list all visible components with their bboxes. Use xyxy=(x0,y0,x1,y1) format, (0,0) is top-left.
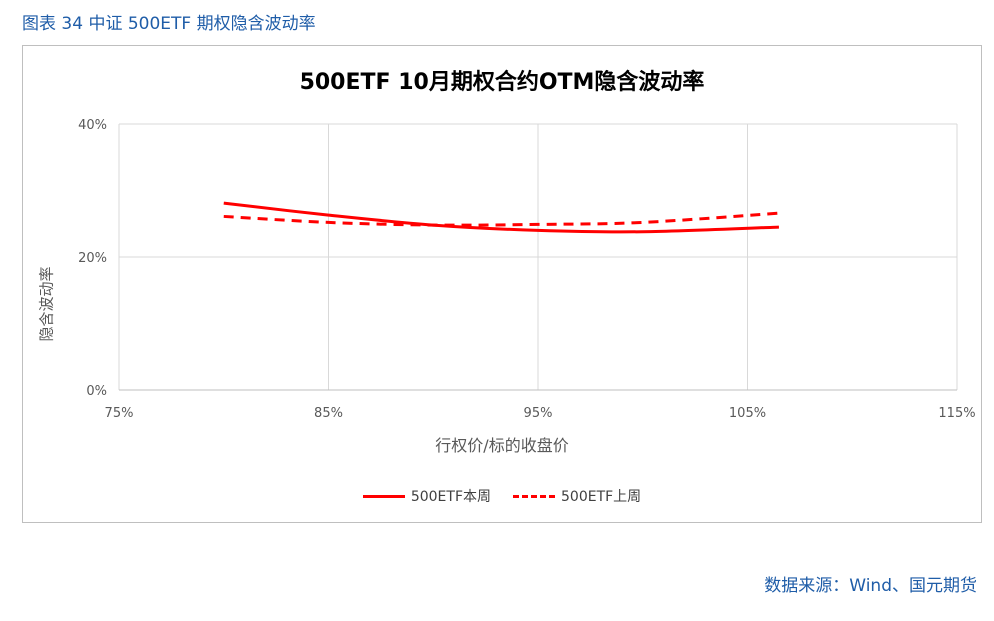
legend-label-last-week: 500ETF上周 xyxy=(561,489,642,505)
x-tick-label: 75% xyxy=(105,406,134,421)
legend-swatch-solid xyxy=(362,494,405,498)
figure-caption: 图表 34 中证 500ETF 期权隐含波动率 xyxy=(22,14,316,34)
y-tick-label: 0% xyxy=(86,384,107,399)
x-tick-label: 95% xyxy=(524,406,553,421)
y-axis-label: 隐含波动率 xyxy=(37,266,56,342)
chart-title: 500ETF 10月期权合约OTM隐含波动率 xyxy=(299,70,705,95)
x-tick-label: 115% xyxy=(938,406,975,421)
series-line-this-week xyxy=(223,201,779,234)
x-axis-label: 行权价/标的收盘价 xyxy=(435,436,569,455)
chart-frame: 500ETF 10月期权合约OTM隐含波动率 75% 85% 95% 105% 115%… xyxy=(22,45,982,523)
legend-item-this-week: 500ETF本周 xyxy=(362,486,491,506)
legend-swatch-dashed xyxy=(513,494,555,498)
legend-label-this-week: 500ETF本周 xyxy=(410,489,491,505)
chart-legend: 500ETF本周 500ETF上周 xyxy=(23,486,981,506)
series-line-last-week xyxy=(223,211,780,227)
y-tick-label: 20% xyxy=(78,251,107,266)
x-tick-label: 85% xyxy=(314,406,343,421)
source-note: 数据来源：Wind、国元期货 xyxy=(764,576,977,596)
y-tick-label: 40% xyxy=(78,118,107,133)
x-tick-label: 105% xyxy=(729,406,766,421)
legend-item-last-week: 500ETF上周 xyxy=(513,486,641,506)
chart-plot-area: 75% 85% 95% 105% 115% 0% 20% 40% xyxy=(78,118,975,421)
